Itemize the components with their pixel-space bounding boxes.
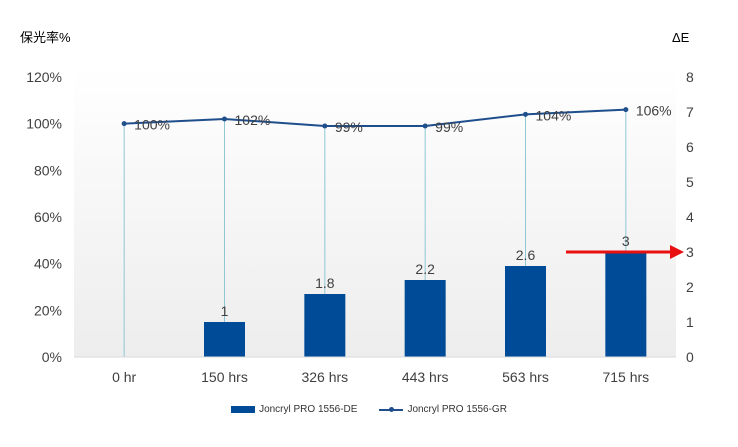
bar-data-label: 3 [622,233,630,249]
bar [605,252,647,357]
legend-line-swatch [379,405,404,414]
bar-data-label: 1.8 [315,275,335,291]
line-data-label: 106% [636,103,672,119]
right-tick-label: 7 [686,104,694,120]
line-data-label: 100% [134,117,170,133]
line-point [422,123,428,129]
bar-data-label: 1 [221,303,229,319]
right-tick-label: 1 [686,314,694,330]
line-data-label: 104% [536,107,572,123]
legend-bar-swatch [231,406,256,413]
bar [204,322,245,357]
x-axis-ticks: 0 hr 150 hrs 326 hrs 443 hrs 563 hrs 715 hrs [112,369,649,385]
bar-data-label: 2.6 [516,247,536,263]
line-series [121,107,629,129]
left-axis-title: 保光率% [20,30,71,45]
x-tick-label: 0 hr [112,369,136,385]
line-point [121,121,127,127]
x-tick-label: 326 hrs [301,369,348,385]
legend-item-line: Joncryl PRO 1556-GR [379,404,507,415]
drop-lines [123,109,627,357]
left-tick-label: 20% [34,302,62,318]
right-tick-label: 2 [686,279,694,295]
left-tick-label: 60% [34,209,62,225]
left-tick-label: 80% [34,162,62,178]
plot-area [74,67,676,357]
bar-data-labels: 1 1.8 2.2 2.6 3 [221,233,630,319]
line-data-label: 99% [435,119,463,135]
bar-series [204,252,647,357]
x-tick-label: 150 hrs [201,369,248,385]
right-tick-label: 3 [686,244,694,260]
bar-data-label: 2.2 [415,261,435,277]
line-point [623,107,629,113]
right-tick-label: 4 [686,209,694,225]
right-axis-ticks: 0 1 2 3 4 5 6 7 8 [686,69,694,365]
x-tick-label: 563 hrs [502,369,549,385]
right-axis-title: ΔE [672,30,690,45]
x-tick-label: 443 hrs [402,369,449,385]
right-tick-label: 0 [686,349,694,365]
left-axis-ticks: 0% 20% 40% 60% 80% 100% 120% [26,69,62,365]
left-tick-label: 40% [34,256,62,272]
line-point [322,123,328,129]
legend: Joncryl PRO 1556-DE Joncryl PRO 1556-GR [0,404,738,415]
line-point [222,116,227,122]
bar [505,266,546,357]
line-point [523,111,528,117]
legend-line-label: Joncryl PRO 1556-GR [407,404,507,415]
bar [304,294,346,357]
left-tick-label: 100% [26,116,62,132]
right-tick-label: 8 [686,69,694,85]
bar [404,280,446,357]
arrow-head [670,245,684,259]
series-line [124,108,626,127]
right-tick-label: 5 [686,174,694,190]
right-tick-label: 6 [686,139,694,155]
annotation-arrow [566,245,684,259]
legend-bar-label: Joncryl PRO 1556-DE [259,404,358,415]
line-data-label: 99% [335,119,363,135]
left-tick-label: 0% [42,349,62,365]
x-tick-label: 715 hrs [602,369,649,385]
line-data-label: 102% [235,112,271,128]
legend-item-bar: Joncryl PRO 1556-DE [231,404,357,415]
left-tick-label: 120% [26,69,62,85]
line-data-labels: 100% 102% 99% 99% 104% 106% [134,103,671,135]
